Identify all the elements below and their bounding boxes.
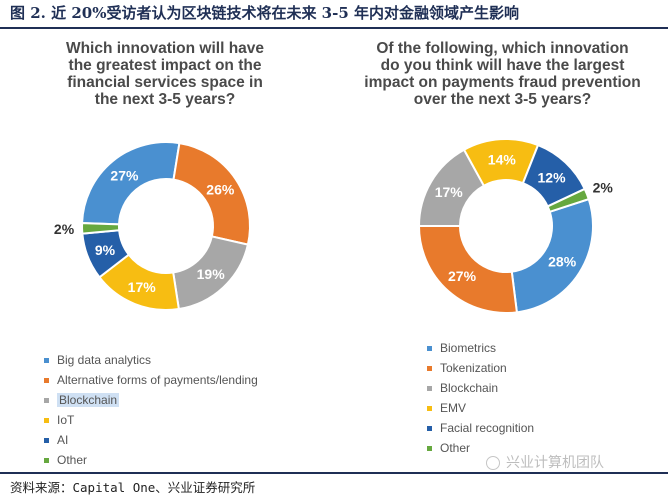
right-chart-title-line: impact on payments fraud prevention — [364, 74, 641, 91]
slice-value-label: 19% — [197, 266, 226, 282]
right-chart-title: Of the following, which innovation do yo… — [345, 40, 660, 108]
right-donut-chart: 28% 27% 17% 14% 12% 2% — [417, 138, 614, 314]
slice-value-label: 12% — [538, 170, 567, 186]
donut-slice-tokenization — [417, 225, 519, 314]
donut-slice-other — [546, 187, 591, 214]
slice-value-label: 2% — [593, 180, 614, 196]
right-chart-title-line: Of the following, which innovation — [376, 40, 629, 57]
right-chart-title-line: over the next 3-5 years? — [413, 91, 592, 108]
legend-label: Other — [440, 441, 471, 455]
slice-value-label: 27% — [110, 167, 139, 183]
right-chart-title-line: do you think will have the largest — [380, 57, 625, 74]
legend-item: Alternative forms of payments/lending — [44, 370, 258, 390]
left-chart-title: Which innovation will have the greatest … — [20, 40, 310, 108]
left-chart-title-line: the next 3-5 years? — [94, 91, 236, 108]
watermark: 兴业计算机团队 — [486, 452, 604, 472]
slice-value-label: 17% — [128, 279, 157, 295]
source-rule — [0, 472, 668, 474]
donut-slice-biometrics — [510, 197, 594, 314]
legend-swatch — [44, 357, 49, 363]
slice-value-label: 28% — [548, 254, 577, 270]
legend-label: Blockchain — [57, 393, 120, 407]
donut-slice-other — [81, 222, 121, 235]
left-chart-title-line: financial services space in — [67, 74, 263, 91]
legend-label: AI — [57, 433, 69, 447]
legend-swatch — [427, 445, 432, 451]
figure-title: 图 2. 近 20%受访者认为区块链技术将在未来 3-5 年内对金融领域产生影响 — [10, 4, 519, 22]
legend-swatch — [44, 397, 49, 403]
title-rule — [0, 27, 668, 29]
legend-item: IoT — [44, 410, 258, 430]
slice-value-label: 26% — [206, 181, 235, 197]
legend-swatch — [427, 345, 432, 351]
legend-item: Big data analytics — [44, 350, 258, 370]
legend-swatch — [427, 385, 432, 391]
legend-item: Tokenization — [427, 358, 534, 378]
legend-swatch — [427, 425, 432, 431]
legend-item: AI — [44, 430, 258, 450]
legend-swatch — [44, 457, 49, 463]
legend-swatch — [44, 417, 49, 423]
legend-label: Facial recognition — [440, 421, 535, 435]
legend-label: Alternative forms of payments/lending — [57, 373, 258, 387]
legend-label: Biometrics — [440, 341, 497, 355]
left-donut-chart: 27% 26% 19% 17% 9% 2% — [54, 141, 251, 311]
wechat-icon — [486, 456, 500, 470]
legend-label: Tokenization — [440, 361, 507, 375]
legend-label: Blockchain — [440, 381, 499, 395]
legend-swatch — [427, 405, 432, 411]
legend-item: Other — [427, 438, 534, 458]
legend-item: Facial recognition — [427, 418, 534, 438]
left-legend: Big data analytics Alternative forms of p… — [44, 350, 258, 470]
slice-value-label: 2% — [54, 221, 75, 237]
legend-label: Big data analytics — [57, 353, 152, 367]
left-chart-title-line: Which innovation will have — [65, 40, 265, 57]
legend-item: Blockchain — [427, 378, 534, 398]
legend-swatch — [427, 365, 432, 371]
legend-label: IoT — [57, 413, 75, 427]
legend-swatch — [44, 377, 49, 383]
donut-slice-big-data-analytics — [81, 141, 181, 226]
legend-item: Blockchain — [44, 390, 258, 410]
watermark-text: 兴业计算机团队 — [506, 454, 604, 470]
right-legend: Biometrics Tokenization Blockchain EMV Facia… — [427, 338, 534, 458]
slice-value-label: 17% — [435, 184, 464, 200]
legend-label: EMV — [440, 401, 467, 415]
slice-value-label: 9% — [95, 242, 116, 258]
slice-value-label: 14% — [488, 152, 517, 168]
legend-item: Biometrics — [427, 338, 534, 358]
legend-item: EMV — [427, 398, 534, 418]
slice-value-label: 27% — [448, 268, 477, 284]
left-chart-title-line: the greatest impact on the — [68, 57, 262, 74]
legend-label: Other — [57, 453, 88, 467]
legend-swatch — [44, 437, 49, 443]
source-note: 资料来源：Capital One、兴业证券研究所 — [10, 480, 256, 495]
legend-item: Other — [44, 450, 258, 470]
